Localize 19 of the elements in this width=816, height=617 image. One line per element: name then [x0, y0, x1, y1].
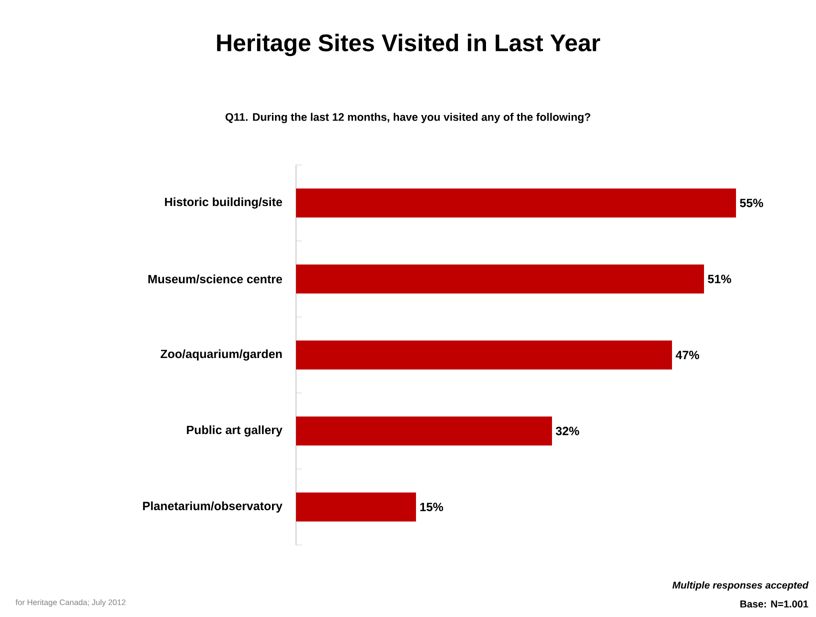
y-tick-label: Zoo/aquarium/garden: [160, 349, 282, 361]
data-label: 15%: [420, 502, 444, 512]
y-tick-label: Museum/science centre: [148, 274, 282, 284]
y-tick-label: Historic building/site: [165, 197, 282, 209]
bar: [296, 340, 672, 370]
y-tick-label: Planetarium/observatory: [143, 501, 282, 513]
chart-subtitle: Q11. During the last 12 months, have you visited any of the following?: [226, 112, 590, 124]
data-label: 55%: [740, 198, 764, 208]
y-tick-label: Public art gallery: [186, 425, 282, 437]
data-label: 32%: [556, 426, 580, 436]
bar: [296, 188, 736, 218]
data-label: 51%: [708, 274, 732, 284]
bar: [296, 264, 704, 294]
data-label: 47%: [676, 350, 700, 360]
chart-title: Heritage Sites Visited in Last Year: [217, 34, 600, 56]
bar: [296, 416, 552, 446]
bar: [296, 492, 416, 522]
text: Base: N=1.001: [740, 600, 808, 608]
text: Multiple responses accepted: [672, 581, 809, 591]
